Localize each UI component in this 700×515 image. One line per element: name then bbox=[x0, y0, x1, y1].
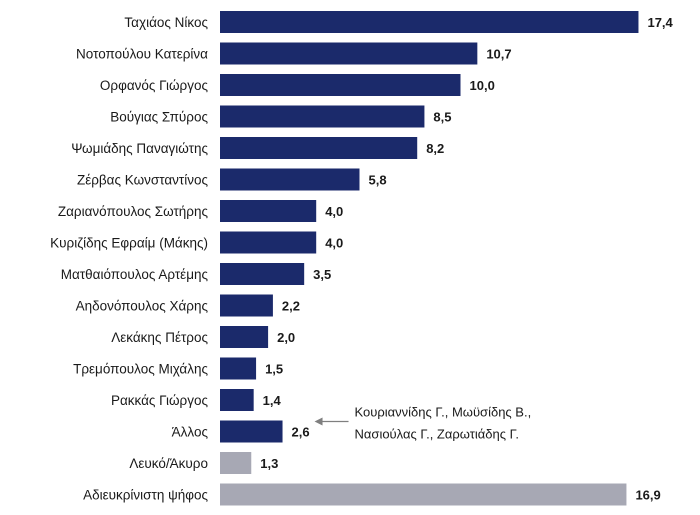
category-label-4: Βούγιας Σπύρος bbox=[110, 110, 208, 125]
bar-6 bbox=[220, 168, 360, 191]
annotation-text-line-1: Κουριαννίδης Γ., Μωϋσίδης Β., bbox=[355, 405, 532, 420]
bar-4 bbox=[220, 105, 425, 128]
bar-1 bbox=[220, 11, 639, 33]
value-label-10: 2,2 bbox=[282, 299, 300, 314]
value-label-13: 1,4 bbox=[263, 393, 282, 408]
category-label-8: Κυριζίδης Εφραίμ (Μάκης) bbox=[50, 236, 208, 251]
value-labels-layer: 17,4 10,7 10,0 8,5 8,2 5,8 4,0 4,0 3,5 2,2 2,0 1,5 1… bbox=[260, 15, 673, 503]
bars-layer bbox=[220, 11, 639, 506]
bar-12 bbox=[220, 357, 257, 380]
category-label-13: Ρακκάς Γιώργος bbox=[111, 393, 209, 408]
bar-15 bbox=[220, 452, 252, 474]
value-label-6: 5,8 bbox=[368, 173, 386, 188]
annotation-layer: Κουριαννίδης Γ., Μωϋσίδης Β., Νασιούλας … bbox=[314, 405, 532, 442]
category-label-7: Ζαριανόπουλος Σωτήρης bbox=[58, 204, 209, 219]
category-label-9: Ματθαιόπουλος Αρτέμης bbox=[61, 267, 209, 282]
category-label-5: Ψωμιάδης Παναγιώτης bbox=[71, 141, 208, 156]
category-label-2: Νοτοπούλου Κατερίνα bbox=[76, 47, 208, 62]
bar-3 bbox=[220, 74, 461, 96]
category-label-15: Λευκό/Άκυρο bbox=[129, 456, 208, 471]
bar-11 bbox=[220, 326, 269, 348]
value-label-1: 17,4 bbox=[647, 15, 673, 30]
category-label-14: Άλλος bbox=[172, 425, 209, 440]
category-labels-layer: Ταχιάος Νίκος Νοτοπούλου Κατερίνα Ορφανός … bbox=[50, 15, 208, 503]
category-label-10: Αηδονόπουλος Χάρης bbox=[76, 299, 209, 314]
value-label-11: 2,0 bbox=[277, 330, 295, 345]
bar-13 bbox=[220, 389, 254, 411]
value-label-15: 1,3 bbox=[260, 456, 278, 471]
value-label-4: 8,5 bbox=[433, 110, 451, 125]
bar-16 bbox=[220, 483, 627, 506]
bar-9 bbox=[220, 263, 305, 285]
value-label-16: 16,9 bbox=[635, 488, 660, 503]
bar-7 bbox=[220, 200, 317, 222]
bar-10 bbox=[220, 294, 273, 317]
bar-2 bbox=[220, 42, 478, 65]
value-label-5: 8,2 bbox=[426, 141, 444, 156]
value-label-9: 3,5 bbox=[313, 267, 331, 282]
bar-8 bbox=[220, 231, 317, 254]
annotation-arrow-head bbox=[314, 417, 323, 426]
value-label-14: 2,6 bbox=[292, 425, 310, 440]
value-label-7: 4,0 bbox=[325, 204, 343, 219]
value-label-8: 4,0 bbox=[325, 236, 343, 251]
category-label-12: Τρεμόπουλος Μιχάλης bbox=[73, 362, 208, 377]
value-label-3: 10,0 bbox=[470, 78, 495, 93]
category-label-6: Ζέρβας Κωνσταντίνος bbox=[77, 173, 209, 188]
value-label-2: 10,7 bbox=[486, 47, 511, 62]
bar-14 bbox=[220, 420, 283, 443]
category-label-3: Ορφανός Γιώργος bbox=[100, 78, 209, 93]
bar-5 bbox=[220, 137, 418, 159]
category-label-16: Αδιευκρίνιστη ψήφος bbox=[83, 488, 208, 503]
value-label-12: 1,5 bbox=[265, 362, 283, 377]
annotation-text-line-2: Νασιούλας Γ., Ζαρωτιάδης Γ. bbox=[355, 427, 519, 442]
category-label-1: Ταχιάος Νίκος bbox=[124, 15, 208, 30]
category-label-11: Λεκάκης Πέτρος bbox=[111, 330, 208, 345]
